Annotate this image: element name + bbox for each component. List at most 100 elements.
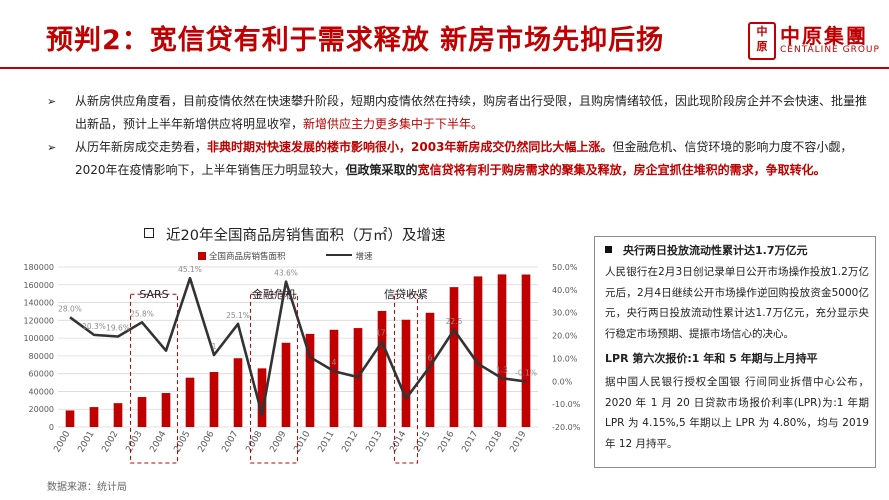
bullet-item-trend: ➢ 从历年新房成交走势看，非典时期对快速发展的楼市影响很小，2003年新房成交仍… [47, 136, 867, 182]
x-tick-label: 2000 [52, 429, 72, 454]
square-bullet-icon [605, 246, 612, 253]
bar-2013 [377, 310, 387, 427]
x-tick-label: 2010 [292, 429, 312, 454]
y-right-tick-label: 10.0% [552, 354, 578, 363]
growth-data-label: 17. [376, 329, 388, 338]
y-left-tick-label: 20000 [29, 405, 54, 414]
bar-2010 [305, 333, 315, 427]
y-left-tick-label: 120000 [23, 316, 54, 325]
bar-2008 [257, 368, 267, 427]
growth-data-label: 25.1% [226, 311, 250, 320]
logo-seal-char-2: 原 [756, 40, 768, 53]
y-right-tick-label: -10.0% [552, 400, 581, 409]
growth-data-label: 43.6% [274, 269, 298, 278]
company-logo: 中 原 中原集團 CENTALINE GROUP [748, 22, 879, 64]
logo-name-en: CENTALINE GROUP [780, 45, 880, 55]
legend-line-swatch [325, 254, 352, 256]
x-tick-label: 2013 [364, 430, 384, 455]
bar-2017 [473, 276, 483, 427]
growth-data-label: 1 [212, 342, 217, 351]
growth-data-label: 19.6% [106, 323, 130, 332]
legend-bar-label: 全国商品房销售面积 [209, 252, 286, 262]
annotation-box [249, 293, 299, 464]
chart-title-text: 近20年全国商品房销售面积（万㎡）及增速 [166, 228, 446, 244]
x-tick-label: 2012 [340, 430, 360, 455]
slide-title: 预判2：宽信贷有利于需求释放 新房市场先抑后扬 [46, 25, 665, 56]
y-right-tick-label: 0.0% [552, 377, 573, 386]
bar-2016 [449, 287, 459, 427]
growth-data-label: 25.8% [130, 309, 154, 318]
x-tick-label: 2011 [316, 430, 336, 455]
bar-2003 [137, 397, 147, 427]
panel-heading-lpr: LPR 第六次报价:1 年和 5 年期与上月持平 [605, 352, 818, 365]
x-tick-label: 2004 [148, 429, 168, 454]
y-right-tick-label: 50.0% [552, 263, 578, 272]
y-left-tick-label: 80000 [29, 352, 54, 361]
y-left-tick-label: 180000 [23, 263, 54, 272]
growth-data-label: 20.3% [82, 322, 106, 331]
bar-2019 [521, 274, 531, 427]
bullet-2-text-1: 从历年新房成交走势看， [75, 140, 208, 154]
bar-2002 [113, 403, 123, 427]
legend-line-label: 增速 [355, 252, 373, 262]
bar-2000 [65, 410, 75, 427]
bullet-1-text: 从新房供应角度看，目前疫情依然在快速攀升阶段，短期内疫情依然在持续，购房者出行受… [75, 94, 868, 131]
bullet-2-text-2: 但金融危机、信贷环境的影响力度不容小觑，2020年在疫情影响下，上半年销售压力明… [75, 140, 853, 177]
y-right-tick-label: 30.0% [552, 309, 578, 318]
x-tick-label: 2016 [436, 429, 456, 454]
y-left-tick-label: 0 [49, 423, 54, 432]
x-tick-label: 2006 [196, 429, 216, 454]
panel-heading-liquidity: 央行两日投放流动性累计达1.7万亿元 [605, 241, 808, 262]
growth-data-label: 22.5 [446, 317, 463, 326]
square-bullet-icon [144, 228, 154, 238]
bullet-1-highlight: 新增供应主力更多集中于下半年。 [303, 117, 484, 131]
arrow-bullet-icon: ➢ [47, 95, 57, 108]
growth-data-label: 45.1% [178, 265, 202, 274]
y-left-tick-label: 60000 [29, 370, 54, 379]
bullet-item-supply: ➢ 从新房供应角度看，目前疫情依然在快速攀升阶段，短期内疫情依然在持续，购房者出… [47, 90, 867, 136]
y-right-tick-label: 40.0% [552, 286, 578, 295]
growth-data-label: -0.1% [515, 369, 537, 378]
x-tick-label: 2017 [460, 430, 480, 455]
annotation-box [129, 293, 179, 464]
x-tick-label: 2018 [484, 429, 504, 454]
panel-body-liquidity: 人民银行在2月3日创记录单日公开市场操作投放1.2万亿元后，2月4日继续公开市场… [605, 266, 869, 340]
logo-seal-icon: 中 原 [748, 22, 776, 60]
bullet-2-highlight-1: 非典时期对快速发展的楼市影响很小，2003年新房成交仍然同比大幅上涨。 [207, 140, 613, 154]
growth-data-label: 4 [332, 358, 337, 367]
title-divider [0, 67, 889, 69]
growth-line [69, 276, 527, 417]
x-tick-label: 2005 [172, 430, 192, 455]
x-tick-label: 2015 [412, 430, 432, 455]
x-tick-label: 2002 [100, 430, 120, 455]
bar-2014 [401, 319, 411, 427]
bar-2006 [209, 372, 219, 427]
policy-panel: 央行两日投放流动性累计达1.7万亿元 人民银行在2月3日创记录单日公开市场操作投… [594, 236, 876, 468]
growth-data-label: 28.0% [58, 304, 82, 313]
data-source: 数据来源：统计局 [47, 482, 127, 493]
bar-2009 [281, 342, 291, 427]
bar-2007 [233, 358, 243, 427]
x-tick-label: 2007 [220, 430, 240, 455]
y-left-tick-label: 160000 [23, 281, 54, 290]
chart-legend: 全国商品房销售面积 增速 [198, 250, 373, 262]
bullet-list: ➢ 从新房供应角度看，目前疫情依然在快速攀升阶段，短期内疫情依然在持续，购房者出… [47, 90, 867, 182]
panel-body-lpr: 据中国人民银行授权全国银 行间同业拆借中心公布，2020 年 1 月 20 日贷… [605, 376, 869, 450]
bar-2011 [329, 329, 339, 427]
x-tick-label: 2009 [268, 429, 288, 454]
x-tick-label: 2019 [508, 429, 528, 454]
logo-seal-char-1: 中 [756, 25, 768, 38]
panel-heading-1-text: 央行两日投放流动性累计达1.7万亿元 [623, 244, 808, 257]
legend-bar-swatch [198, 252, 206, 260]
x-tick-label: 2008 [244, 429, 264, 454]
x-tick-label: 2001 [76, 430, 96, 455]
logo-name-cn: 中原集團 [780, 24, 868, 48]
annotation-box [393, 293, 419, 464]
bullet-2-highlight-2: 宽信贷将有利于购房需求的聚集及释放，房企宜抓住堆积的需求，争取转化。 [417, 163, 826, 177]
bar-2015 [425, 312, 435, 427]
y-right-tick-label: -20.0% [552, 423, 581, 432]
y-right-tick-label: 20.0% [552, 332, 578, 341]
annotation-label: 信贷收紧 [384, 287, 428, 301]
bar-2004 [161, 393, 171, 427]
